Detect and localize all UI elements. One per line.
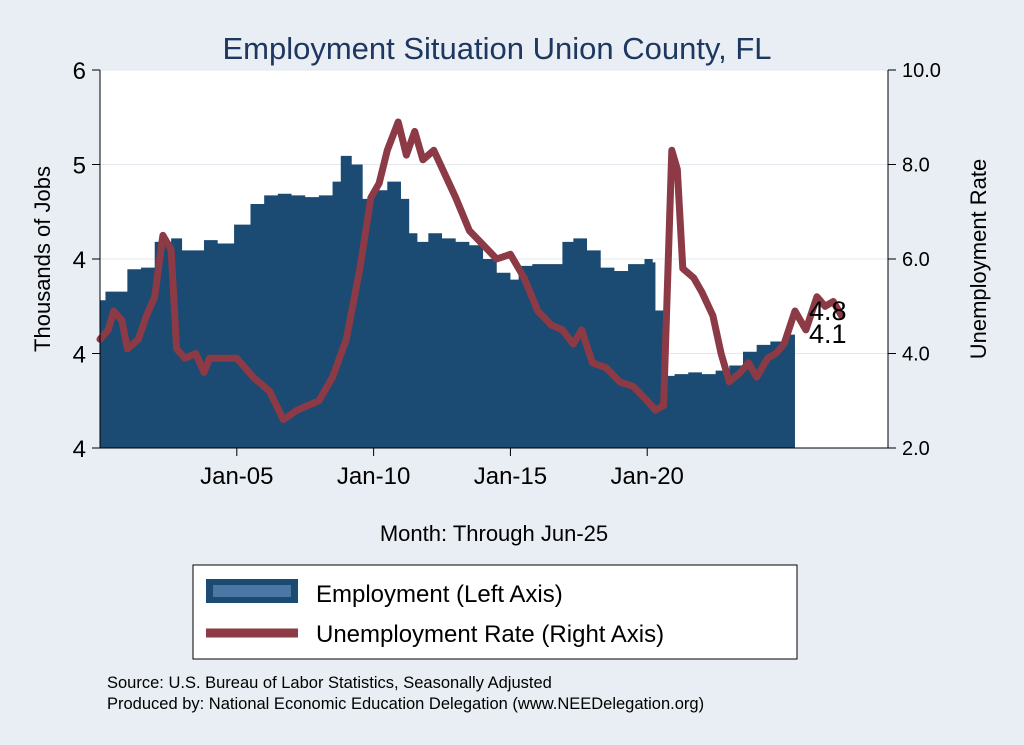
y-right-axis-title: Unemployment Rate [966,159,991,360]
y-left-tick-label: 5 [73,153,86,180]
legend-unemployment-label: Unemployment Rate (Right Axis) [316,621,664,648]
y-left-tick-label: 4 [73,436,86,463]
source-note: Source: U.S. Bureau of Labor Statistics,… [107,674,552,692]
x-tick-label: Jan-05 [200,463,273,490]
y-left-tick-label: 4 [73,247,86,274]
chart-title: Employment Situation Union County, FL [222,31,771,66]
x-tick-label: Jan-15 [474,463,547,490]
y-right-tick-label: 2.0 [902,438,930,460]
x-tick-label: Jan-10 [337,463,410,490]
unemployment-line-layer [96,118,845,424]
y-left-axis-title: Thousands of Jobs [30,166,55,352]
y-left-tick-label: 6 [73,58,86,85]
employment-end-label: 4.1 [809,319,847,349]
axis-ticks: 4 4 4 5 6 2.0 4.0 6.0 8.0 10.0 Jan-05 Jan-10 Jan-15 J… [73,58,941,490]
y-right-tick-label: 10.0 [902,60,941,82]
employment-area-layer [100,155,795,448]
x-tick-label: Jan-20 [611,463,684,490]
producer-note: Produced by: National Economic Education… [107,695,704,713]
y-right-tick-label: 8.0 [902,155,930,177]
legend: Employment (Left Axis) Unemployment Rate… [192,564,798,660]
employment-area [100,155,795,448]
x-axis-title: Month: Through Jun-25 [380,521,608,546]
unemployment-line [96,118,845,424]
y-left-tick-label: 4 [73,342,86,369]
unemployment-end-label: 4.8 [809,296,847,326]
legend-employment-label: Employment (Left Axis) [316,581,563,608]
legend-employment-swatch-inner [213,585,291,597]
y-right-tick-label: 4.0 [902,344,930,366]
y-right-tick-label: 6.0 [902,249,930,271]
